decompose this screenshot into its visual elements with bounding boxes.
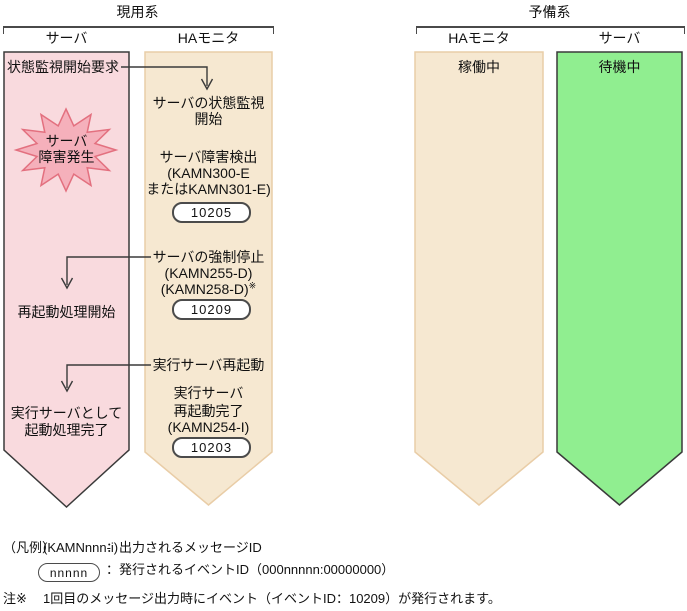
- server-failure-burst-line2: 障害発生: [38, 149, 95, 165]
- forced-stop-label: サーバの強制停止: [152, 249, 265, 265]
- restart-complete-line2: 再起動完了: [173, 403, 244, 419]
- standby-server-header: サーバ: [598, 30, 641, 46]
- status-watch-start-line1: サーバの状態監視: [152, 95, 265, 111]
- failure-detected-line1: サーバ障害検出: [159, 149, 258, 165]
- restart-complete-message-id: (KAMN254-I): [167, 419, 250, 435]
- arrow-server-restart: [66, 364, 151, 388]
- active-ha-monitor-pennant: [144, 51, 273, 506]
- failure-detected-message-id-2: またはKAMN301-E): [146, 181, 271, 197]
- event-id-pill-10209: 10209: [172, 299, 251, 320]
- restart-complete-line1: 実行サーバ: [173, 385, 244, 401]
- exec-server-restart-label: 実行サーバ再起動: [152, 357, 265, 373]
- monitor-start-request-label: 状態監視開始要求: [7, 59, 119, 75]
- standby-ha-monitor-status: 稼働中: [458, 59, 500, 75]
- standby-server-status: 待機中: [598, 59, 641, 75]
- startup-complete-line2: 起動処理完了: [24, 422, 109, 438]
- standby-system-bracket: [416, 26, 685, 34]
- standby-ha-monitor-pennant: [414, 51, 544, 506]
- arrow-monitor-request-head: [200, 78, 214, 91]
- legend-message-sample: (KAMNnnn-i): [43, 540, 119, 555]
- server-failure-starburst: [13, 107, 119, 193]
- active-system-label: 現用系: [116, 4, 159, 20]
- active-server-header: サーバ: [45, 30, 88, 46]
- restart-processing-start-label: 再起動処理開始: [17, 304, 116, 320]
- arrow-server-restart-head: [60, 380, 74, 393]
- server-failure-burst-line1: サーバ: [45, 133, 88, 149]
- standby-ha-monitor-header: HAモニタ: [448, 30, 510, 46]
- forced-stop-message-id-1: (KAMN255-D): [164, 265, 253, 281]
- arrow-monitor-request: [121, 66, 208, 86]
- note-reference-mark: ※: [248, 280, 257, 291]
- arrow-forced-stop: [66, 256, 151, 285]
- event-id-pill-10205: 10205: [172, 202, 251, 223]
- standby-system-label: 予備系: [528, 4, 571, 20]
- event-id-pill-10203: 10203: [172, 437, 251, 458]
- legend-event-description: ：発行されるイベントID（000nnnnn:00000000）: [106, 562, 395, 577]
- active-system-bracket: [3, 26, 274, 34]
- footnote-mark: 注※: [3, 591, 27, 606]
- forced-stop-message-id-2-text: (KAMN258-D): [160, 281, 249, 297]
- standby-server-pennant: [556, 51, 683, 506]
- legend-event-id-pill: nnnnn: [38, 563, 100, 582]
- legend-message-description: ：出力されるメッセージID: [106, 540, 262, 555]
- legend-label: （凡例）: [3, 540, 56, 555]
- status-watch-start-line2: 開始: [194, 111, 223, 127]
- failure-detected-message-id-1: (KAMN300-E: [167, 165, 250, 181]
- startup-complete-line1: 実行サーバとして: [10, 405, 123, 421]
- arrow-forced-stop-head: [60, 277, 74, 290]
- forced-stop-message-id-2: (KAMN258-D)※: [145, 281, 272, 297]
- active-ha-monitor-header: HAモニタ: [177, 30, 240, 46]
- footnote-text: 1回目のメッセージ出力時にイベント（イベントID：10209）が発行されます。: [43, 591, 501, 606]
